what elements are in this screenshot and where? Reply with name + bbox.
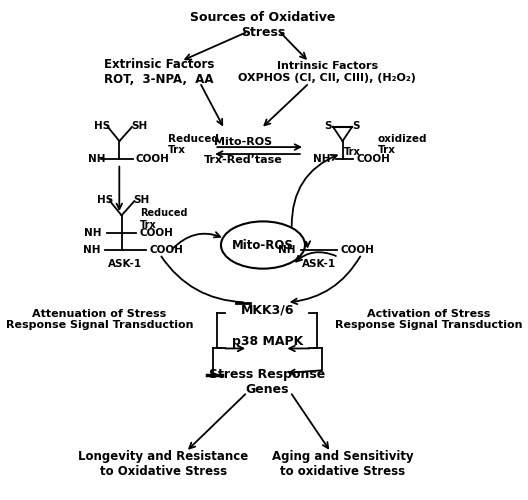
Text: Activation of Stress
Response Signal Transduction: Activation of Stress Response Signal Tra… xyxy=(335,309,523,330)
Text: NH: NH xyxy=(83,245,100,255)
Text: SH: SH xyxy=(131,121,147,131)
Text: Reduced
Trx: Reduced Trx xyxy=(168,134,219,156)
Text: Reduced
Trx: Reduced Trx xyxy=(139,208,187,230)
Text: COOH: COOH xyxy=(135,154,169,164)
Text: Sources of Oxidative
Stress: Sources of Oxidative Stress xyxy=(190,12,336,40)
Text: p38 MAPK: p38 MAPK xyxy=(232,336,303,348)
Text: Mito-ROS: Mito-ROS xyxy=(232,238,294,252)
Text: Intrinsic Factors
OXPHOS (CI, CII, CIII), (H₂O₂): Intrinsic Factors OXPHOS (CI, CII, CIII)… xyxy=(238,61,416,83)
Text: NH: NH xyxy=(278,245,296,255)
Text: Stress Response
Genes: Stress Response Genes xyxy=(209,368,326,396)
Text: S: S xyxy=(353,121,360,131)
Text: NH: NH xyxy=(314,154,331,164)
Text: COOH: COOH xyxy=(139,228,174,238)
Text: S: S xyxy=(324,121,332,131)
Text: ASK-1: ASK-1 xyxy=(108,260,142,270)
Text: Longevity and Resistance
to Oxidative Stress: Longevity and Resistance to Oxidative St… xyxy=(78,450,249,478)
Text: HS: HS xyxy=(95,121,110,131)
Text: MKK3/6: MKK3/6 xyxy=(241,303,294,316)
Text: HS: HS xyxy=(97,195,113,205)
Text: COOH: COOH xyxy=(356,154,390,164)
Text: SH: SH xyxy=(133,195,149,205)
Text: Mito-ROS: Mito-ROS xyxy=(214,136,272,146)
Text: COOH: COOH xyxy=(149,245,183,255)
Text: NH: NH xyxy=(88,154,106,164)
Text: NH: NH xyxy=(84,228,101,238)
Text: COOH: COOH xyxy=(340,245,374,255)
Text: Aging and Sensitivity
to oxidative Stress: Aging and Sensitivity to oxidative Stres… xyxy=(272,450,413,478)
Text: Trx: Trx xyxy=(344,147,361,157)
Text: oxidized
Trx: oxidized Trx xyxy=(378,134,427,156)
Text: ASK-1: ASK-1 xyxy=(302,260,336,270)
Text: Extrinsic Factors
ROT,  3-NPA,  AA: Extrinsic Factors ROT, 3-NPA, AA xyxy=(104,58,214,86)
Text: Trx-Red’tase: Trx-Red’tase xyxy=(204,154,282,164)
Text: Attenuation of Stress
Response Signal Transduction: Attenuation of Stress Response Signal Tr… xyxy=(6,309,193,330)
